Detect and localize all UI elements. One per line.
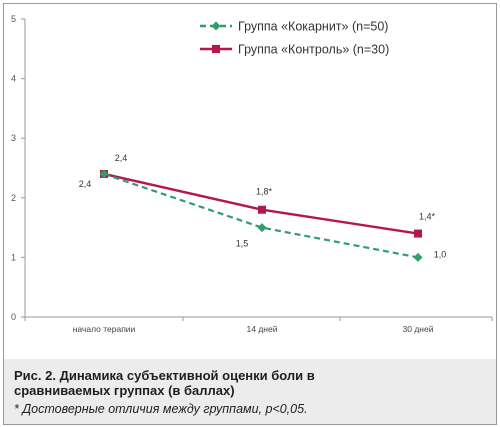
data-point-control (414, 229, 422, 238)
figure-frame: 0 1 2 3 4 5 начало терапии 14 дней 30 дней 2,4 1,5… (3, 3, 497, 425)
data-label-control: 2,4 (115, 153, 128, 163)
x-tick-label: начало терапии (73, 324, 136, 334)
figure-caption-title: Рис. 2. Динамика субъективной оценки бол… (14, 368, 315, 398)
data-point-kokarnit (257, 223, 267, 233)
data-point-kokarnit (99, 169, 109, 179)
data-label-control: 1,4* (419, 212, 436, 222)
legend-label-kokarnit: Группа «Кокарнит» (n=50) (238, 20, 388, 34)
legend-label-control: Группа «Контроль» (n=30) (238, 43, 389, 57)
x-tick-label: 14 дней (247, 324, 278, 334)
y-tick-label: 3 (11, 133, 16, 143)
x-tick-label: 30 дней (403, 324, 434, 334)
plot-area: 0 1 2 3 4 5 начало терапии 14 дней 30 дней 2,4 1,5… (4, 4, 496, 359)
data-label-kokarnit: 2,4 (79, 179, 92, 189)
y-tick-label: 4 (11, 74, 16, 84)
data-label-kokarnit: 1,0 (434, 249, 447, 259)
data-label-control: 1,8* (256, 187, 273, 197)
caption-area: Рис. 2. Динамика субъективной оценки бол… (4, 359, 496, 424)
line-chart: 0 1 2 3 4 5 начало терапии 14 дней 30 дней 2,4 1,5… (11, 14, 493, 334)
y-tick-label: 5 (11, 14, 16, 24)
legend-marker-control (212, 45, 220, 53)
data-point-control (258, 205, 266, 214)
data-point-kokarnit (413, 252, 423, 262)
figure-caption-note: * Достоверные отличия между группами, р<… (14, 402, 308, 416)
y-tick-label: 2 (11, 193, 16, 203)
data-label-kokarnit: 1,5 (236, 239, 249, 249)
y-tick-label: 0 (11, 312, 16, 322)
series-line-kokarnit (103, 172, 419, 259)
legend-marker-kokarnit (211, 21, 221, 31)
y-tick-label: 1 (11, 252, 16, 262)
